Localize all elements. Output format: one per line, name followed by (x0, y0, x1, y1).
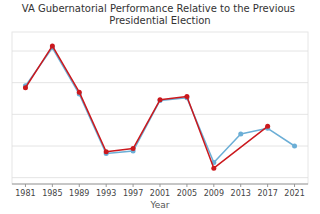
point (50, 43, 55, 48)
x-tick-label: 1981 (15, 189, 35, 198)
grid-line (12, 114, 308, 115)
point (104, 149, 109, 154)
x-tick-label: 1997 (123, 189, 143, 198)
chart: VA Gubernatorial Performance Relative to… (0, 0, 320, 214)
point (211, 166, 216, 171)
x-tick (186, 184, 187, 187)
x-axis-label: Year (149, 200, 169, 210)
series (23, 43, 270, 170)
grid-line (12, 177, 308, 178)
x-tick (79, 184, 80, 187)
point (292, 144, 297, 149)
line (25, 46, 267, 168)
x-tick-label: 1993 (96, 189, 116, 198)
series (23, 45, 297, 165)
grid-line (12, 82, 308, 83)
grid-line (12, 146, 308, 147)
x-tick (25, 184, 26, 187)
x-tick (160, 184, 161, 187)
x-tick-label: 1985 (42, 189, 62, 198)
x-tick-label: 2005 (177, 189, 197, 198)
x-tick (133, 184, 134, 187)
point (77, 90, 82, 95)
point (184, 94, 189, 99)
x-tick (267, 184, 268, 187)
point (265, 124, 270, 129)
grid (12, 51, 308, 178)
plot-frame (12, 32, 308, 184)
x-tick-label: 2021 (284, 189, 304, 198)
data (23, 43, 297, 170)
x-tick-label: 1989 (69, 189, 89, 198)
x-tick-label: 2009 (204, 189, 224, 198)
title: VA Gubernatorial Performance Relative to… (22, 3, 299, 26)
grid-line (12, 51, 308, 52)
x-tick (52, 184, 53, 187)
point (131, 146, 136, 151)
point (23, 85, 28, 90)
x-tick-label: 2001 (150, 189, 170, 198)
x-tick-label: 2017 (257, 189, 277, 198)
x-tick (106, 184, 107, 187)
x-tick-label: 2013 (231, 189, 251, 198)
x-tick (294, 184, 295, 187)
x-tick (213, 184, 214, 187)
x-tick (240, 184, 241, 187)
point (158, 97, 163, 102)
point (238, 131, 243, 136)
line (25, 48, 294, 163)
